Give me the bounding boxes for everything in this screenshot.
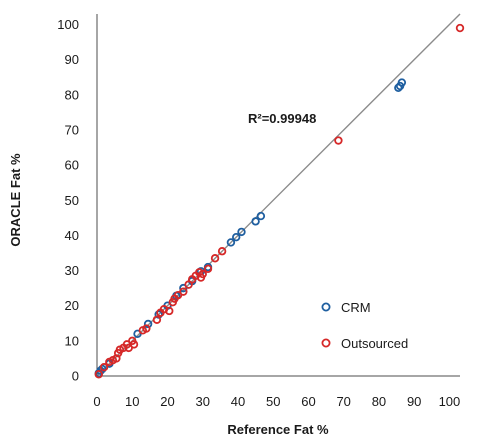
data-point-outsourced [217,247,227,256]
data-point-crm [143,319,153,329]
data-point-outsourced [334,136,343,145]
data-point-outsourced [455,23,465,33]
y-tick-label: 20 [65,298,79,313]
data-point-outsourced [203,264,213,274]
y-tick-label: 90 [65,52,79,67]
data-point-outsourced [142,324,151,333]
y-tick-labels: 0 10 20 30 40 50 60 70 80 90 100 [57,17,79,383]
x-tick-label: 0 [93,394,100,409]
data-point-outsourced [129,340,139,349]
x-tick-label: 10 [125,394,139,409]
data-point-crm [232,232,241,242]
y-tick-label: 30 [65,263,79,278]
y-axis-title: ORACLE Fat % [8,153,23,247]
legend-label-crm: CRM [341,300,371,315]
legend-marker-outsourced [321,338,331,348]
data-point-crm [251,217,260,226]
x-tick-label: 20 [160,394,174,409]
data-point-outsourced [94,370,103,379]
data-points [94,23,465,379]
data-point-crm [226,238,236,247]
y-tick-label: 80 [65,87,79,102]
data-point-crm [237,227,246,237]
y-tick-label: 70 [65,122,79,137]
y-tick-label: 100 [57,17,79,32]
data-point-crm [397,78,407,87]
x-tick-label: 40 [231,394,245,409]
axes [96,14,460,377]
x-tick-label: 50 [266,394,280,409]
x-tick-label: 80 [372,394,386,409]
legend-marker-crm [321,302,331,312]
y-tick-label: 50 [65,193,79,208]
r-squared-annotation: R²=0.99948 [248,111,316,126]
x-tick-label: 30 [195,394,209,409]
legend-label-outsourced: Outsourced [341,336,408,351]
legend: CRM Outsourced [321,300,408,351]
data-point-outsourced [210,254,220,263]
y-tick-label: 60 [65,158,79,173]
y-tick-label: 0 [72,369,79,384]
y-tick-label: 40 [65,228,79,243]
x-tick-labels: 0 10 20 30 40 50 60 70 80 90 100 [93,394,460,409]
data-point-outsourced [152,315,162,324]
x-tick-label: 90 [407,394,421,409]
data-point-outsourced [179,287,188,296]
data-point-outsourced [99,363,109,372]
data-point-outsourced [198,269,207,279]
x-tick-label: 70 [336,394,350,409]
y-tick-label: 10 [65,333,79,348]
data-point-crm [256,211,266,221]
data-point-outsourced [165,306,174,316]
x-tick-label: 60 [301,394,315,409]
x-tick-label: 100 [439,394,461,409]
x-axis-title: Reference Fat % [227,422,329,437]
